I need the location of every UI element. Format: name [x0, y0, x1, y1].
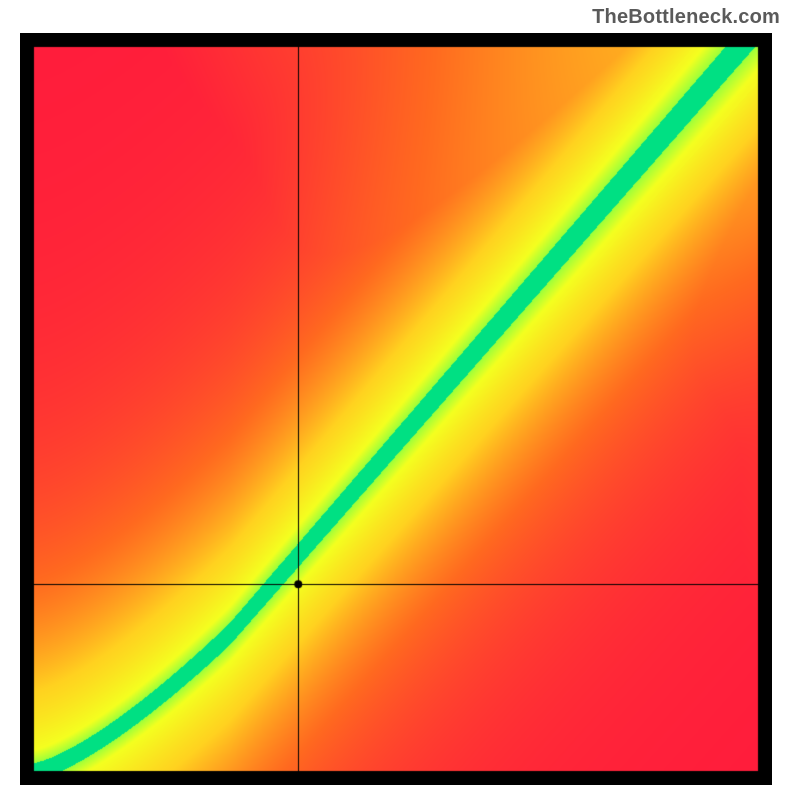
chart-container: TheBottleneck.com: [0, 0, 800, 800]
heatmap-plot: [20, 33, 772, 785]
heatmap-canvas: [20, 33, 772, 785]
watermark-text: TheBottleneck.com: [592, 6, 780, 29]
